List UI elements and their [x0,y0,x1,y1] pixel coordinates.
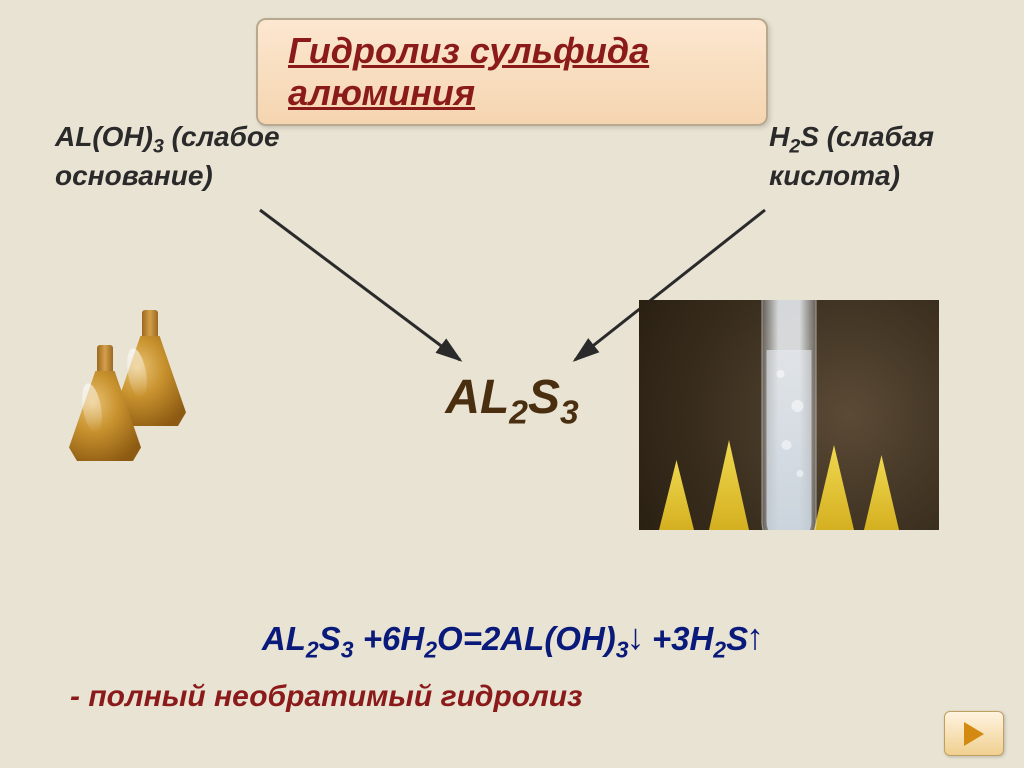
arrow-right-icon [964,722,984,746]
test-tube-icon [762,300,817,530]
title-box: Гидролиз сульфида алюминия [256,18,768,126]
right-note: H2S (слабая кислота) [769,120,934,193]
next-button[interactable] [944,711,1004,756]
center-formula: AL2S3 [445,370,578,433]
right-formula-pre: H [769,121,789,152]
eq-t6: S [726,620,748,657]
equation: AL2S3 +6H2O=2AL(OH)3 +3H2S [262,620,762,664]
cf-pre: AL [445,371,509,424]
eq-t3: +6H [354,620,425,657]
flask-front-icon [65,345,145,465]
cf-sub1: 2 [509,395,528,432]
precipitate-arrow-icon [629,626,643,656]
gas-arrow-icon [748,626,762,656]
left-note: AL(OH)3 (слабое основание) [55,120,280,193]
eq-t2: S [319,620,341,657]
left-formula-sub: 3 [153,136,164,158]
flasks-illustration [65,310,235,480]
left-formula-pre: AL(OH) [55,121,153,152]
cf-sub2: 3 [560,395,579,432]
right-formula-post: S (слабая [800,121,934,152]
eq-t5: +3H [643,620,714,657]
right-desc2: кислота) [769,160,900,191]
test-tube-photo [639,300,939,530]
cf-mid: S [528,371,560,424]
eq-t4: O=2AL(OH) [437,620,616,657]
eq-t1: AL [262,620,306,657]
caption: - полный необратимый гидролиз [70,680,582,714]
right-formula-sub: 2 [789,136,800,158]
eq-s5: 2 [713,637,726,663]
page-title: Гидролиз сульфида алюминия [288,30,736,114]
eq-s1: 2 [306,637,319,663]
arrow-left-icon [250,200,480,375]
left-desc2: основание) [55,160,213,191]
left-desc1: (слабое [164,121,280,152]
eq-s3: 2 [424,637,437,663]
eq-s2: 3 [341,637,354,663]
